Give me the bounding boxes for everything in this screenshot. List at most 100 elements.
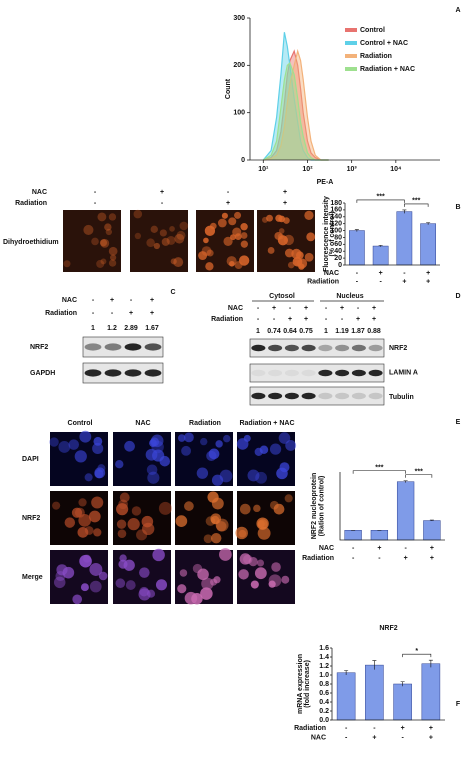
cell	[71, 507, 83, 518]
cell	[124, 440, 135, 452]
y-tick-label: 40	[334, 248, 342, 255]
condition-value: -	[289, 305, 292, 312]
y-tick-label: 160	[330, 207, 342, 214]
bar	[372, 245, 389, 266]
cell	[138, 588, 151, 601]
condition-value: +	[402, 278, 406, 285]
cell	[304, 252, 314, 262]
condition-label: NAC	[311, 734, 326, 741]
panel-letter: A	[455, 7, 460, 14]
band	[251, 344, 266, 352]
cell	[211, 532, 222, 544]
cell	[80, 583, 89, 592]
condition-value: -	[94, 200, 97, 207]
cell	[96, 259, 105, 268]
legend-swatch	[345, 67, 357, 71]
cell	[108, 259, 117, 267]
legend-label: Radiation	[360, 53, 392, 60]
ratio-label: 1.2	[107, 325, 117, 332]
condition-label: NAC	[62, 297, 77, 304]
cell	[155, 579, 168, 591]
area-fill	[263, 32, 329, 161]
condition-value: -	[378, 555, 381, 562]
cell	[74, 450, 87, 463]
cell	[213, 576, 221, 584]
cell	[169, 226, 175, 232]
condition-value: -	[352, 555, 355, 562]
condition-value: +	[372, 316, 376, 323]
cell	[281, 575, 290, 584]
condition-value: +	[372, 734, 376, 741]
cell	[268, 574, 282, 587]
error-bar	[372, 660, 377, 670]
cell	[259, 445, 269, 455]
cell	[257, 526, 271, 540]
y-tick-label: 0	[241, 157, 245, 164]
column-label: Radiation	[189, 420, 221, 427]
band	[351, 369, 366, 377]
error-bar	[400, 681, 405, 687]
band	[144, 369, 162, 377]
cell	[100, 258, 107, 265]
cell	[175, 515, 188, 527]
cell	[247, 469, 260, 482]
y-tick-label: 1.4	[319, 654, 329, 661]
y-tick-label: 120	[330, 221, 342, 228]
ratio-label: 0.74	[267, 328, 281, 335]
cell	[256, 559, 265, 567]
condition-value: -	[404, 545, 407, 552]
ratio-label: 2.89	[124, 325, 138, 332]
band	[284, 392, 299, 400]
cell	[152, 449, 165, 462]
bar	[370, 530, 389, 541]
condition-label: Radiation	[45, 310, 77, 317]
blot	[249, 363, 385, 383]
cell	[97, 212, 107, 222]
cell	[125, 580, 136, 590]
condition-value: +	[150, 297, 154, 304]
y-axis-label: Fluorescence intensity	[323, 196, 330, 272]
cell	[291, 248, 302, 259]
row-label: DAPI	[22, 456, 39, 463]
cell	[215, 440, 223, 448]
column-label: Control	[68, 420, 93, 427]
cell	[68, 439, 80, 450]
cell	[108, 213, 117, 221]
error-bar	[378, 245, 383, 247]
condition-value: +	[404, 555, 408, 562]
cell	[232, 227, 242, 237]
cell	[184, 591, 198, 605]
cell	[177, 434, 186, 442]
cell	[184, 432, 194, 443]
cell	[79, 430, 92, 443]
cell	[147, 471, 160, 484]
cell	[235, 526, 248, 540]
cell	[179, 221, 189, 231]
cell	[131, 506, 142, 516]
condition-value: +	[426, 270, 430, 277]
blot-label: LAMIN A	[389, 369, 418, 376]
condition-value: -	[401, 734, 404, 741]
blot	[82, 336, 164, 358]
cell	[248, 557, 258, 567]
histogram-line	[262, 61, 329, 161]
cell	[127, 518, 140, 531]
cell	[284, 494, 293, 503]
cell	[275, 214, 283, 222]
band	[335, 369, 350, 377]
y-axis-label: (% of control)	[329, 211, 336, 256]
cell	[78, 498, 87, 507]
bar	[423, 520, 441, 541]
y-tick-label: 180	[330, 200, 342, 207]
cell	[159, 229, 167, 237]
y-tick-label: 20	[334, 255, 342, 262]
condition-value: -	[325, 316, 328, 323]
bar	[420, 223, 436, 266]
condition-label: NAC	[319, 545, 334, 552]
condition-value: -	[357, 305, 360, 312]
cell	[134, 232, 142, 240]
bar	[396, 211, 413, 266]
band	[368, 392, 383, 400]
legend-label: Control + NAC	[360, 40, 408, 47]
cell	[52, 501, 61, 510]
